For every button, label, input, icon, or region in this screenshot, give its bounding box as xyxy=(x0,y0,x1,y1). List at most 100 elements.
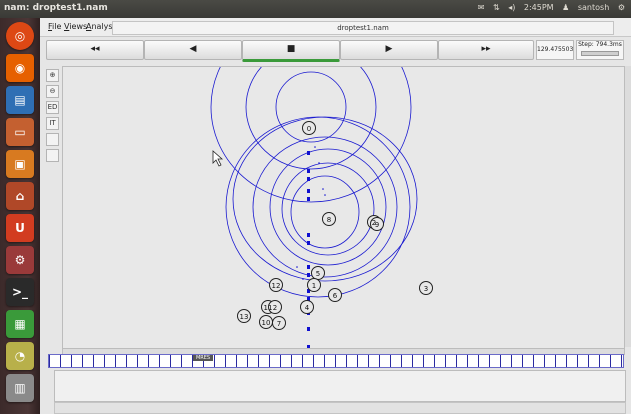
node-label: 6 xyxy=(333,292,338,300)
packet xyxy=(314,146,316,148)
zoom-out-icon[interactable]: ⊖ xyxy=(46,85,59,98)
network-icon[interactable]: ⇅ xyxy=(492,3,500,12)
node-label: 11 xyxy=(264,304,273,312)
terminal-icon[interactable]: >_ xyxy=(6,278,34,306)
node-label: 2 xyxy=(372,219,376,227)
node-labels: 0 8 2 9 5 1 6 12 3 4 11 2 10 7 13 xyxy=(240,125,429,328)
node-label: 2 xyxy=(273,304,277,312)
tool-ed[interactable]: ED xyxy=(46,101,59,114)
top-panel: nam: droptest1.nam ✉ ⇅ ◂) 2:45PM ♟ santo… xyxy=(0,0,631,18)
node-7[interactable] xyxy=(272,316,286,330)
settings-icon[interactable]: ⚙ xyxy=(6,246,34,274)
clock[interactable]: 2:45PM xyxy=(523,3,554,12)
wireless-rings xyxy=(210,11,418,298)
packet xyxy=(302,278,304,280)
node-3[interactable] xyxy=(419,281,433,295)
annotation-panel[interactable] xyxy=(54,370,626,402)
tools-icon[interactable]: ◔ xyxy=(6,342,34,370)
node-label: 0 xyxy=(307,125,311,133)
software-center-icon[interactable]: ⌂ xyxy=(6,182,34,210)
packet xyxy=(322,188,324,190)
tool-it[interactable]: IT xyxy=(46,117,59,130)
step-label: Step: 794.3ms xyxy=(578,41,622,48)
step-control[interactable]: Step: 794.3ms xyxy=(576,40,624,60)
time-readout: 129.475503 xyxy=(536,40,574,60)
animation-canvas[interactable]: 0 8 2 9 5 1 6 12 3 4 11 2 10 7 13 xyxy=(62,11,625,349)
menu-bar: File Views Analysis droptest1.nam xyxy=(40,18,631,37)
menu-file[interactable]: File xyxy=(48,22,62,31)
trash-icon[interactable]: ▥ xyxy=(6,374,34,402)
ring xyxy=(290,175,360,249)
node-label: 3 xyxy=(424,285,428,293)
vertical-scrollbar[interactable] xyxy=(624,66,631,347)
annotation-scrollbar[interactable] xyxy=(54,402,626,414)
node-label: 9 xyxy=(375,221,379,229)
packet xyxy=(307,151,310,155)
menu-analysis[interactable]: Analysis xyxy=(86,22,119,31)
rewind-button[interactable]: ◂◂ xyxy=(46,40,144,60)
node-1[interactable] xyxy=(307,278,321,292)
packet xyxy=(307,169,310,173)
tool-blank-2[interactable] xyxy=(46,149,59,162)
node-label: 4 xyxy=(305,304,310,312)
files-icon[interactable]: ▭ xyxy=(6,118,34,146)
ring xyxy=(281,162,375,256)
ring xyxy=(269,148,387,266)
mail-icon[interactable]: ✉ xyxy=(477,3,485,12)
nam-window: File Views Analysis droptest1.nam ◂◂ ◀ ■… xyxy=(40,11,631,414)
stop-button[interactable]: ■ xyxy=(242,40,340,62)
user-name[interactable]: santosh xyxy=(577,3,610,12)
timeline-strip[interactable]: MRES xyxy=(48,354,624,368)
node-label: 5 xyxy=(316,270,320,278)
node-label: 10 xyxy=(262,319,271,327)
network-drawing: 0 8 2 9 5 1 6 12 3 4 11 2 10 7 13 xyxy=(210,11,433,348)
node-label: 7 xyxy=(277,320,281,328)
system-tray: ✉ ⇅ ◂) 2:45PM ♟ santosh ⚙ xyxy=(472,3,625,12)
node-label: 1 xyxy=(312,282,316,290)
ring xyxy=(232,116,418,282)
packet xyxy=(307,297,310,301)
firefox-icon[interactable]: ◉ xyxy=(6,54,34,82)
node-6[interactable] xyxy=(328,288,342,302)
menu-views[interactable]: Views xyxy=(64,22,88,31)
writer-icon[interactable]: ▤ xyxy=(6,86,34,114)
node-2b[interactable] xyxy=(268,300,282,314)
impress-icon[interactable]: ▣ xyxy=(6,150,34,178)
ring xyxy=(252,136,398,278)
node-label: 8 xyxy=(327,216,331,224)
node-8[interactable] xyxy=(322,212,336,226)
node-4[interactable] xyxy=(300,300,314,314)
packet xyxy=(307,289,310,293)
step-back-button[interactable]: ◀ xyxy=(144,40,242,60)
packet xyxy=(307,327,310,331)
ring xyxy=(275,71,347,143)
dash-home-icon[interactable]: ◎ xyxy=(6,22,34,50)
fast-forward-button[interactable]: ▸▸ xyxy=(438,40,534,60)
packet xyxy=(324,194,326,196)
node-0[interactable] xyxy=(302,121,316,135)
launcher: ◎ ◉ ▤ ▭ ▣ ⌂ U ⚙ >_ ▦ ◔ ▥ xyxy=(0,18,40,414)
user-icon: ♟ xyxy=(562,3,570,12)
playback-controls: ◂◂ ◀ ■ ▶ ▸▸ 129.475503 Step: 794.3ms xyxy=(46,40,624,62)
node-9[interactable] xyxy=(370,217,384,231)
power-icon[interactable]: ⚙ xyxy=(617,3,625,12)
packet xyxy=(307,273,310,277)
packet xyxy=(296,266,298,268)
tool-strip: ⊕ ⊖ ED IT xyxy=(46,66,59,366)
calc-icon[interactable]: ▦ xyxy=(6,310,34,338)
packet xyxy=(307,197,310,201)
pointer-icon xyxy=(212,150,224,167)
zoom-in-icon[interactable]: ⊕ xyxy=(46,69,59,82)
tool-blank-1[interactable] xyxy=(46,133,59,146)
window-title: nam: droptest1.nam xyxy=(4,3,108,13)
file-name-label: droptest1.nam xyxy=(112,21,614,35)
packet xyxy=(307,345,310,348)
play-button[interactable]: ▶ xyxy=(340,40,438,60)
packet xyxy=(307,241,310,245)
node-12[interactable] xyxy=(269,278,283,292)
nodes xyxy=(237,121,433,330)
step-slider[interactable] xyxy=(581,51,619,56)
volume-icon[interactable]: ◂) xyxy=(508,3,516,12)
node-13[interactable] xyxy=(237,309,251,323)
ubuntu-one-icon[interactable]: U xyxy=(6,214,34,242)
